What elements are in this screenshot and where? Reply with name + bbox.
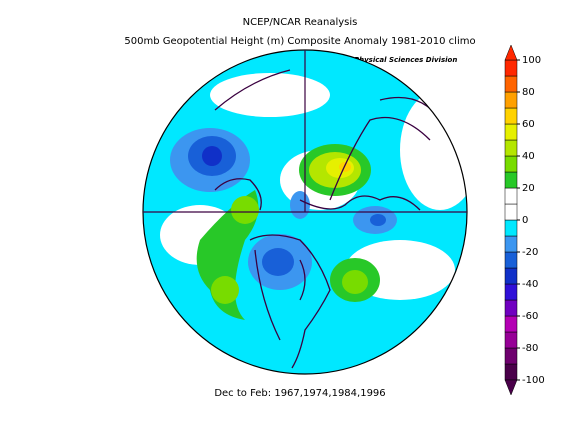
- colorbar-band: [504, 139, 518, 157]
- colorbar-band: [504, 75, 518, 93]
- title: NCEP/NCAR Reanalysis: [243, 17, 358, 28]
- colorbar-band: [504, 219, 518, 237]
- caption: Dec to Feb: 1967,1974,1984,1996: [214, 388, 385, 399]
- credit: NOAA/ESRL Physical Sciences Division: [307, 56, 458, 64]
- colorbar-band: [504, 91, 518, 109]
- colorbar-tick-label: -40: [522, 279, 538, 290]
- colorbar-tick-label: 100: [522, 55, 541, 66]
- colorbar-band: [504, 299, 518, 317]
- colorbar-band: [504, 123, 518, 141]
- colorbar-tick-label: 0: [522, 215, 528, 226]
- colorbar-tick-label: -20: [522, 247, 538, 258]
- colorbar-tick-label: -60: [522, 311, 538, 322]
- colorbar-band: [504, 187, 518, 205]
- colorbar-band: [504, 251, 518, 269]
- colorbar-band: [504, 267, 518, 285]
- colorbar-band: [504, 315, 518, 333]
- colorbar-band: [504, 363, 518, 381]
- colorbar-band: [504, 331, 518, 349]
- colorbar-tick-label: -80: [522, 343, 538, 354]
- subtitle: 500mb Geopotential Height (m) Composite …: [124, 36, 475, 47]
- colorbar-extend-max: [504, 44, 518, 61]
- colorbar-tick-label: 40: [522, 151, 535, 162]
- colorbar-band: [504, 203, 518, 221]
- colorbar-extend-min: [504, 379, 518, 396]
- colorbar-tick-label: 20: [522, 183, 535, 194]
- colorbar-band: [504, 283, 518, 301]
- colorbar-band: [504, 171, 518, 189]
- colorbar-band: [504, 235, 518, 253]
- colorbar-tick-label: 80: [522, 87, 535, 98]
- colorbar-tick-label: -100: [522, 375, 545, 386]
- colorbar-tick-label: 60: [522, 119, 535, 130]
- colorbar: 100 80 60 40 20 0 -20 -40 -60 -80 -100: [504, 44, 545, 396]
- colorbar-band: [504, 59, 518, 77]
- colorbar-band: [504, 107, 518, 125]
- colorbar-band: [504, 347, 518, 365]
- colorbar-band: [504, 155, 518, 173]
